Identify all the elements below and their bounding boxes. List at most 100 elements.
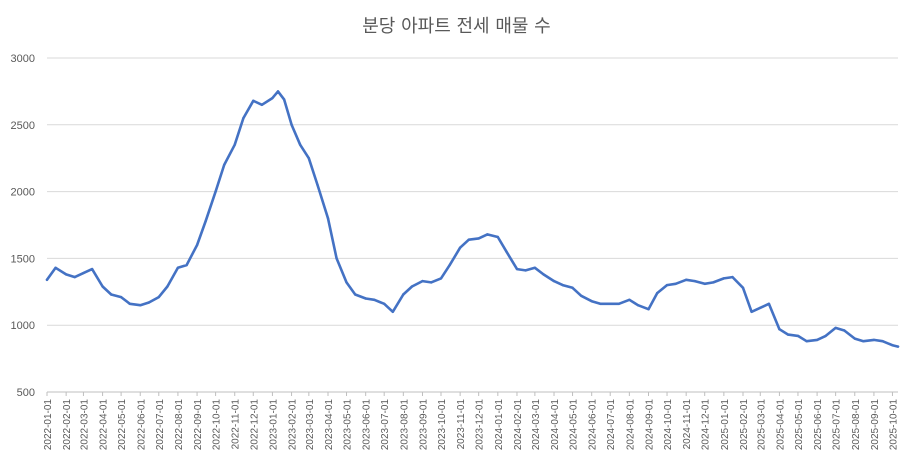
data-point: [204, 219, 207, 223]
x-tick-label: 2022-07-01: [155, 399, 166, 451]
data-point: [515, 267, 519, 271]
data-point: [580, 294, 583, 297]
data-point: [195, 243, 199, 247]
data-point: [496, 235, 499, 239]
data-point: [157, 295, 160, 299]
data-point: [805, 340, 808, 343]
x-tick-label: 2023-10-01: [437, 399, 448, 451]
data-point: [712, 281, 715, 284]
data-point: [636, 304, 640, 307]
data-point: [881, 340, 884, 343]
data-point: [233, 143, 236, 146]
x-tick-label: 2023-03-01: [305, 399, 316, 451]
chart-title: 분당 아파트 전세 매물 수: [362, 16, 551, 37]
data-point: [176, 266, 180, 269]
data-point: [533, 266, 537, 269]
data-point: [101, 285, 104, 288]
x-tick-label: 2022-09-01: [193, 399, 204, 451]
x-tick-label: 2025-06-01: [813, 399, 824, 451]
y-tick-label: 2500: [11, 120, 35, 132]
data-point: [166, 285, 169, 288]
x-tick-label: 2025-07-01: [832, 399, 843, 451]
data-point: [693, 279, 696, 283]
data-point: [561, 283, 564, 287]
data-point: [767, 302, 771, 305]
data-point: [421, 279, 424, 283]
data-point: [486, 233, 489, 236]
data-point: [524, 269, 527, 272]
x-tick-label: 2024-07-01: [606, 399, 617, 451]
x-tick-label: 2025-05-01: [794, 399, 805, 451]
x-tick-label: 2022-01-01: [43, 399, 54, 451]
y-tick-label: 2000: [11, 187, 35, 199]
data-point: [110, 293, 113, 296]
data-point: [448, 263, 451, 267]
x-tick-label: 2024-03-01: [531, 399, 542, 451]
data-point: [458, 246, 462, 249]
y-tick-label: 3000: [11, 53, 35, 65]
data-point: [741, 286, 745, 289]
data-point: [815, 338, 819, 342]
data-point: [402, 293, 405, 296]
data-point: [271, 96, 274, 100]
data-point: [628, 298, 631, 301]
x-tick-label: 2022-06-01: [136, 399, 147, 451]
data-point: [64, 273, 68, 276]
x-tick-label: 2024-01-01: [494, 399, 505, 451]
data-point: [665, 283, 669, 287]
data-point: [467, 238, 470, 241]
data-point: [862, 340, 865, 343]
x-tick-label: 2022-02-01: [62, 399, 73, 451]
data-point: [242, 116, 245, 120]
data-point: [45, 278, 49, 281]
x-tick-label: 2022-04-01: [99, 399, 110, 451]
data-point: [299, 143, 302, 146]
y-tick-label: 1500: [11, 253, 35, 265]
data-point: [778, 328, 781, 331]
x-tick-label: 2023-01-01: [268, 399, 279, 451]
data-point: [552, 279, 556, 283]
x-tick-label: 2023-11-01: [456, 399, 467, 450]
x-tick-label: 2024-11-01: [682, 399, 693, 450]
y-tick-label: 1000: [11, 320, 35, 332]
x-tick-label: 2024-05-01: [569, 399, 580, 451]
x-tick-label: 2024-09-01: [645, 399, 656, 451]
data-point: [824, 334, 827, 338]
data-point: [786, 333, 790, 336]
x-tick-label: 2023-04-01: [324, 399, 335, 451]
data-point: [326, 217, 330, 220]
data-point: [439, 277, 443, 280]
x-tick-label: 2023-05-01: [343, 399, 354, 451]
x-tick-label: 2025-01-01: [720, 399, 731, 451]
data-point: [214, 190, 217, 193]
x-tick-label: 2024-04-01: [550, 399, 561, 451]
x-tick-label: 2024-08-01: [625, 399, 636, 451]
data-point: [590, 300, 593, 303]
data-point: [542, 273, 545, 276]
x-tick-label: 2025-04-01: [775, 399, 786, 451]
x-tick-label: 2022-12-01: [249, 399, 260, 451]
data-point: [383, 302, 386, 305]
data-point: [571, 286, 574, 289]
data-point: [252, 99, 255, 103]
data-point: [345, 281, 348, 284]
data-point: [54, 266, 57, 269]
data-point: [853, 337, 856, 340]
data-point: [147, 301, 151, 304]
x-tick-label: 2024-02-01: [513, 399, 524, 451]
data-point: [410, 285, 414, 288]
data-point: [505, 250, 508, 253]
data-point: [647, 308, 650, 311]
data-point: [796, 334, 800, 338]
x-tick-label: 2024-06-01: [588, 399, 599, 451]
data-point: [750, 310, 753, 313]
y-tick-label: 500: [17, 387, 35, 399]
x-tick-label: 2023-09-01: [418, 399, 429, 451]
data-point: [599, 302, 602, 305]
data-point: [90, 267, 94, 271]
x-tick-label: 2025-08-01: [851, 399, 862, 451]
data-point: [373, 298, 376, 301]
x-tick-label: 2022-11-01: [231, 399, 242, 450]
data-point: [128, 302, 131, 305]
